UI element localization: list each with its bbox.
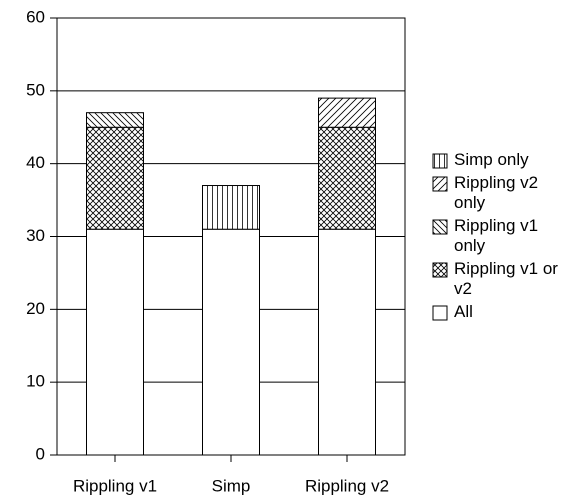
- bar-segment: [202, 185, 260, 230]
- legend-item: Rippling v1 or v2: [432, 259, 562, 299]
- legend-swatch-box: [432, 305, 448, 321]
- bar-segment: [86, 228, 144, 456]
- legend-label: Rippling v2 only: [454, 173, 539, 212]
- bar-segment: [86, 126, 144, 230]
- bar-segment: [202, 228, 260, 456]
- y-tick-label: 10: [26, 372, 45, 391]
- legend-label: Simp only: [454, 150, 529, 169]
- x-tick-label: Rippling v2: [305, 476, 389, 495]
- y-tick-label: 20: [26, 299, 45, 318]
- legend-label: Rippling v1 only: [454, 216, 539, 255]
- legend-swatch-box: [432, 153, 448, 169]
- legend-swatch: [432, 305, 448, 321]
- bar-segment: [318, 126, 376, 230]
- y-tick-label: 50: [26, 80, 45, 99]
- legend-label: All: [454, 302, 473, 321]
- legend: Simp only Rippling v2 only Rippling v1 onl…: [432, 150, 562, 322]
- legend-swatch: [432, 262, 448, 278]
- legend-swatch-box: [432, 219, 448, 235]
- y-tick-label: 60: [26, 7, 45, 26]
- y-tick-label: 40: [26, 153, 45, 172]
- legend-swatch: [432, 219, 448, 235]
- x-tick-label: Simp: [212, 476, 251, 495]
- bar-segment: [318, 97, 376, 128]
- legend-swatch: [432, 176, 448, 192]
- x-tick-label: Rippling v1: [73, 476, 157, 495]
- y-tick-label: 30: [26, 226, 45, 245]
- legend-item: Rippling v1 only: [432, 216, 562, 256]
- legend-swatch: [432, 153, 448, 169]
- legend-item: All: [432, 302, 562, 322]
- legend-item: Rippling v2 only: [432, 173, 562, 213]
- y-tick-label: 0: [36, 444, 45, 463]
- legend-swatch-box: [432, 176, 448, 192]
- bar-segment: [318, 228, 376, 456]
- bar-segment: [86, 112, 144, 128]
- legend-swatch-box: [432, 262, 448, 278]
- legend-item: Simp only: [432, 150, 562, 170]
- legend-label: Rippling v1 or v2: [454, 259, 558, 298]
